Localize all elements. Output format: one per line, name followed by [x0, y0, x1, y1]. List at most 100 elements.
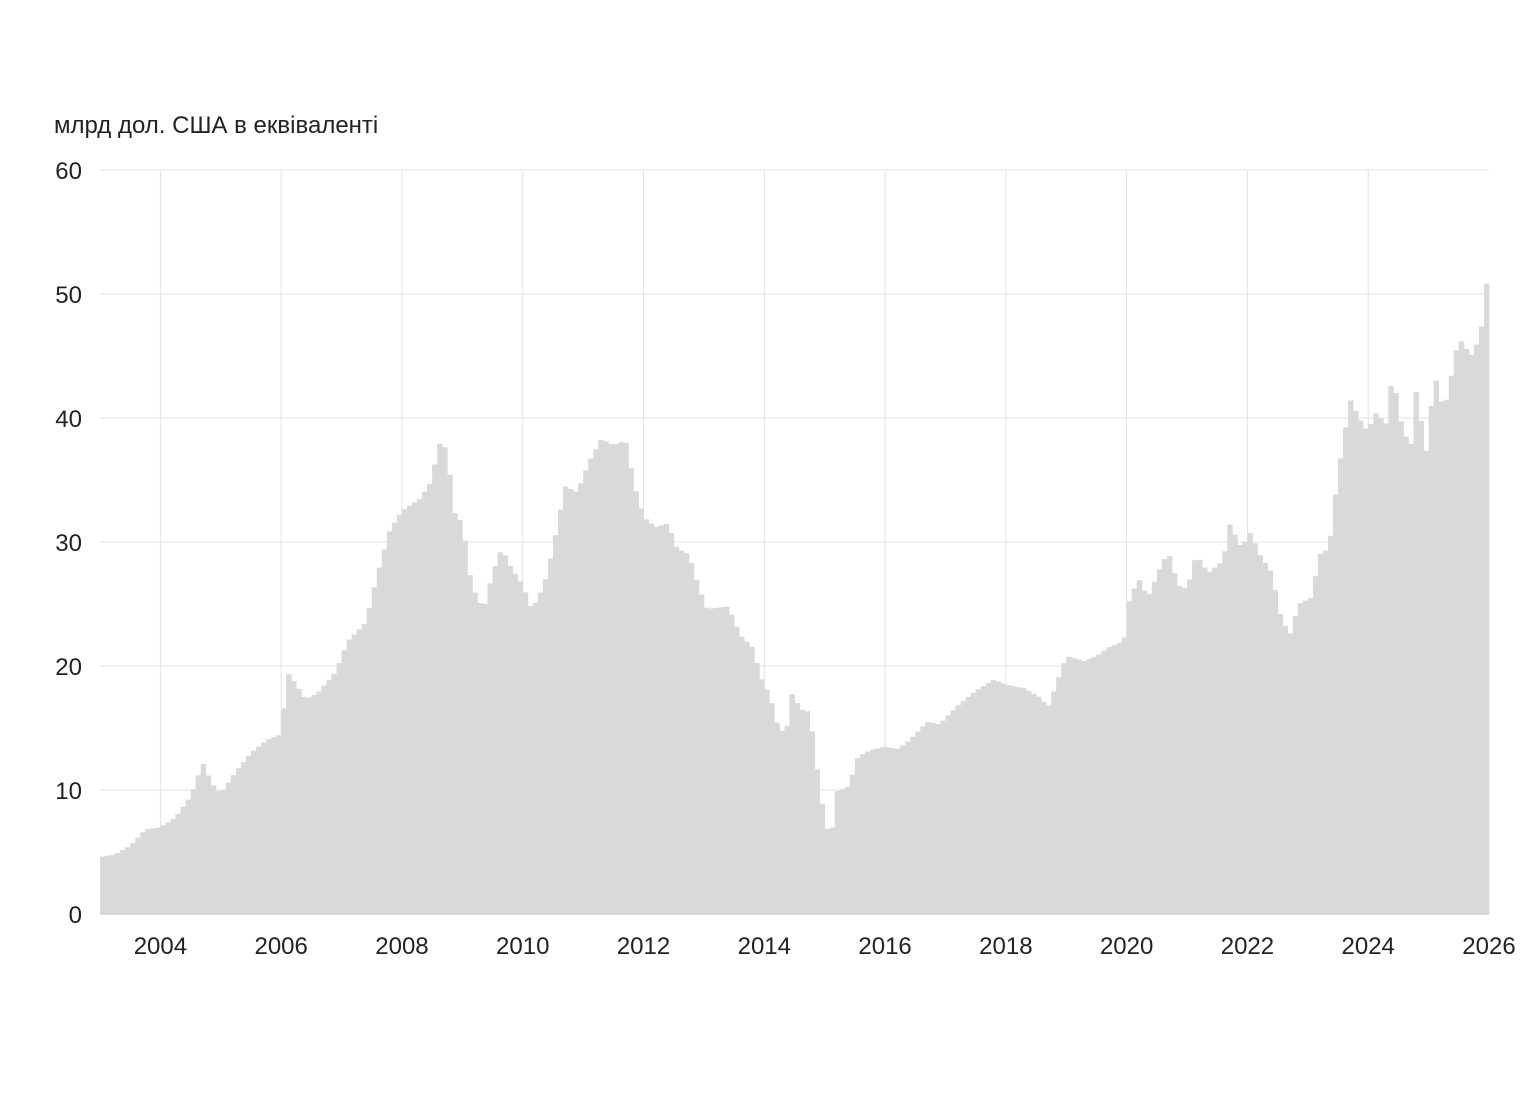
bar [1146, 594, 1153, 914]
bar [487, 583, 493, 914]
bar [522, 592, 529, 914]
bar [1408, 443, 1414, 914]
bar [1111, 645, 1117, 914]
bar [985, 683, 992, 914]
bar [1468, 354, 1475, 915]
bar [1418, 421, 1424, 914]
bar [371, 587, 378, 914]
bar [341, 650, 347, 914]
bar [1388, 386, 1394, 914]
bar [859, 754, 866, 914]
bar [492, 566, 498, 914]
x-tick-label: 2006 [254, 933, 307, 960]
bar [301, 697, 307, 914]
bar [563, 486, 569, 914]
bar [1448, 375, 1455, 914]
bar [900, 745, 906, 914]
bar [1051, 691, 1057, 914]
bar [1368, 424, 1374, 914]
bar [266, 739, 272, 914]
bar [336, 663, 342, 914]
bar [824, 828, 831, 914]
bar [532, 602, 539, 914]
bar [628, 468, 634, 914]
bar [658, 525, 665, 914]
bar [573, 491, 579, 914]
bar [638, 508, 644, 914]
bar [180, 806, 186, 914]
bar [210, 785, 217, 914]
bar [1222, 551, 1228, 914]
bar [1187, 579, 1193, 914]
bar [1317, 554, 1324, 914]
bar [547, 558, 554, 914]
bar [1272, 589, 1279, 914]
bar [1227, 524, 1233, 914]
bar [190, 789, 197, 914]
bar [583, 470, 589, 914]
bar [849, 774, 856, 914]
bar [960, 701, 967, 914]
bar [261, 742, 267, 914]
bar [115, 853, 121, 914]
bar [1307, 598, 1314, 914]
bar [1086, 659, 1092, 914]
bar [1166, 556, 1173, 914]
bar [915, 731, 921, 914]
y-tick-label: 0 [69, 902, 82, 929]
bar [1327, 535, 1334, 914]
bar [1041, 701, 1047, 914]
bar [145, 829, 151, 914]
bar [880, 747, 886, 914]
bar [225, 782, 232, 914]
bar [839, 788, 846, 914]
bar [739, 636, 745, 914]
bar [1116, 643, 1123, 914]
y-axis-title: млрд дол. США в еквіваленті [54, 112, 379, 139]
bar [1202, 567, 1208, 914]
bar [512, 573, 519, 914]
bar [1182, 588, 1188, 914]
bar [759, 679, 765, 914]
bar [608, 443, 614, 914]
bar [175, 813, 181, 914]
bar [1242, 541, 1248, 914]
bar [1212, 567, 1218, 914]
bar [799, 709, 805, 914]
bar [160, 825, 166, 914]
x-tick-label: 2008 [375, 933, 428, 960]
bar [442, 447, 448, 914]
bar [361, 624, 368, 914]
bar [406, 505, 413, 914]
bar [1348, 400, 1354, 914]
bar [744, 641, 750, 914]
bar [1343, 427, 1349, 914]
bar [794, 703, 800, 914]
bar [135, 837, 141, 914]
bar [497, 552, 504, 914]
bar [588, 458, 594, 914]
bar [819, 803, 826, 914]
bar [593, 449, 599, 914]
bar [990, 679, 997, 914]
bar [724, 606, 730, 914]
bar [472, 592, 478, 914]
bar [950, 710, 956, 914]
bar [376, 567, 383, 914]
bar [769, 703, 775, 914]
y-tick-label: 50 [55, 282, 82, 309]
bar [1398, 421, 1404, 914]
bar [351, 634, 358, 914]
bar [467, 575, 473, 914]
bar [1363, 428, 1369, 914]
bar [230, 775, 237, 914]
bar [1358, 420, 1364, 914]
bar [834, 791, 841, 914]
bar [1393, 393, 1399, 914]
y-tick-label: 20 [55, 654, 82, 681]
bar [527, 606, 534, 914]
bar [422, 491, 428, 914]
bar [1483, 283, 1490, 914]
bar [708, 608, 715, 914]
